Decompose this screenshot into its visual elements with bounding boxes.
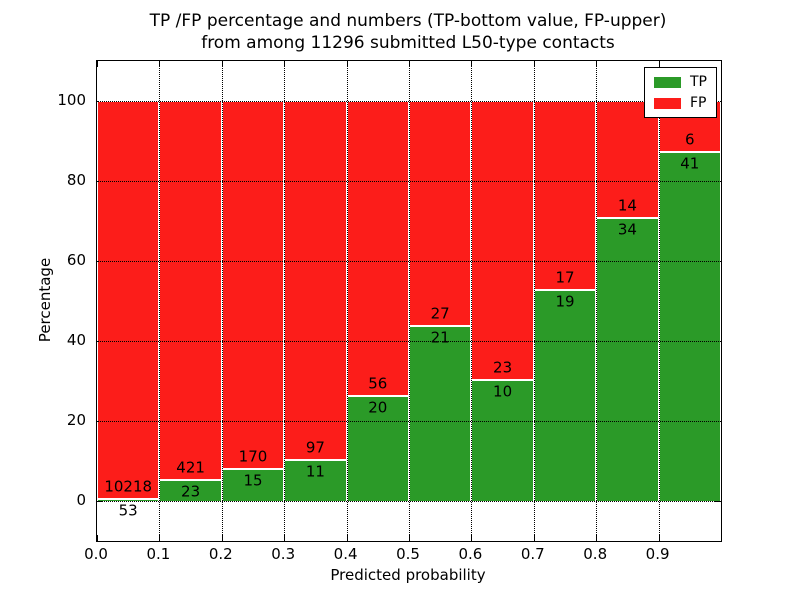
tp-count-label: 19 <box>555 292 575 311</box>
gridline-vertical <box>284 61 286 541</box>
y-tick-label: 40 <box>66 331 86 349</box>
tp-count-label: 11 <box>305 462 325 481</box>
y-tick-label: 0 <box>76 491 86 509</box>
x-tick-label: 0.9 <box>645 545 670 563</box>
fp-count-label: 97 <box>305 438 325 457</box>
x-axis-label: Predicted probability <box>330 566 486 584</box>
x-tick-label: 0.1 <box>146 545 171 563</box>
y-tick-label: 100 <box>57 91 86 109</box>
x-tick-label: 0.6 <box>458 545 483 563</box>
bar-fp-segment <box>409 101 472 326</box>
tp-count-label: 23 <box>181 482 201 501</box>
gridline-vertical <box>596 61 598 541</box>
bar-fp-segment <box>346 101 409 396</box>
x-tick-mark <box>97 535 98 541</box>
bar-fp-segment <box>471 101 534 380</box>
bar-tp-segment <box>97 498 160 501</box>
bar-fp-segment <box>159 101 222 481</box>
tp-count-label: 53 <box>118 501 138 520</box>
tp-count-label: 10 <box>493 382 513 401</box>
x-tick-label: 0.8 <box>583 545 608 563</box>
gridline-vertical <box>409 61 410 541</box>
x-tick-label: 0.0 <box>84 545 108 563</box>
fp-count-label: 56 <box>368 374 388 393</box>
fp-count-label: 14 <box>617 196 637 215</box>
bar-tp-segment <box>533 289 597 501</box>
legend-entry: TP <box>654 75 707 89</box>
x-tick-label: 0.7 <box>520 545 545 563</box>
gridline-vertical <box>346 61 348 541</box>
chart-title-line-2: from among 11296 submitted L50-type cont… <box>201 33 615 53</box>
y-tick-label: 80 <box>66 171 86 189</box>
gridline-vertical <box>159 61 161 541</box>
legend: TP FP <box>644 67 717 118</box>
fp-count-label: 23 <box>493 358 513 377</box>
gridline-vertical <box>221 61 223 541</box>
bar-fp-segment <box>596 101 659 218</box>
gridline-vertical <box>533 61 535 541</box>
x-tick-mark <box>97 61 98 67</box>
bar-tp-segment <box>346 395 409 501</box>
x-tick-label: 0.3 <box>271 545 296 563</box>
bar-fp-segment <box>97 101 160 499</box>
tp-count-label: 34 <box>617 220 637 239</box>
gridline-vertical <box>658 61 660 541</box>
fp-count-label: 27 <box>430 304 450 323</box>
tp-count-label: 15 <box>243 471 263 490</box>
y-tick-label: 20 <box>66 411 86 429</box>
chart-title-line-1: TP /FP percentage and numbers (TP-bottom… <box>149 11 667 31</box>
bar-tp-segment <box>221 468 285 501</box>
fp-count-label: 6 <box>685 130 695 149</box>
bars-layer <box>97 61 721 541</box>
bar-tp-segment <box>409 326 472 501</box>
x-tick-label: 0.5 <box>396 545 420 563</box>
gridline-vertical <box>471 61 473 541</box>
bar-fp-segment <box>284 101 347 461</box>
fp-count-label: 421 <box>176 458 205 477</box>
legend-swatch-fp <box>654 97 681 109</box>
plot-area: 10218 53 421 23 170 15 97 11 56 20 27 21 23 10 17 19 14 3… <box>96 60 722 542</box>
tp-count-label: 20 <box>368 398 388 417</box>
bar-fp-segment <box>221 101 285 469</box>
grid-layer <box>97 61 721 541</box>
legend-label: FP <box>690 95 707 111</box>
tp-count-label: 21 <box>430 328 450 347</box>
x-tick-label: 0.2 <box>208 545 233 563</box>
legend-label: TP <box>690 74 707 90</box>
fp-count-label: 170 <box>238 447 268 466</box>
bar-count-labels-layer: 10218 53 421 23 170 15 97 11 56 20 27 21 23 10 17 19 14 3… <box>97 61 721 541</box>
x-tick-label: 0.4 <box>333 545 358 563</box>
y-tick-label: 60 <box>66 251 86 269</box>
fp-count-label: 10218 <box>104 477 153 496</box>
bar-tp-segment <box>284 460 347 501</box>
tp-count-label: 41 <box>680 154 700 173</box>
y-axis-label: Percentage <box>36 257 54 343</box>
legend-entry: FP <box>654 96 707 110</box>
fp-count-label: 17 <box>555 268 575 287</box>
legend-swatch-tp <box>654 76 681 88</box>
bar-tp-segment <box>596 217 659 501</box>
